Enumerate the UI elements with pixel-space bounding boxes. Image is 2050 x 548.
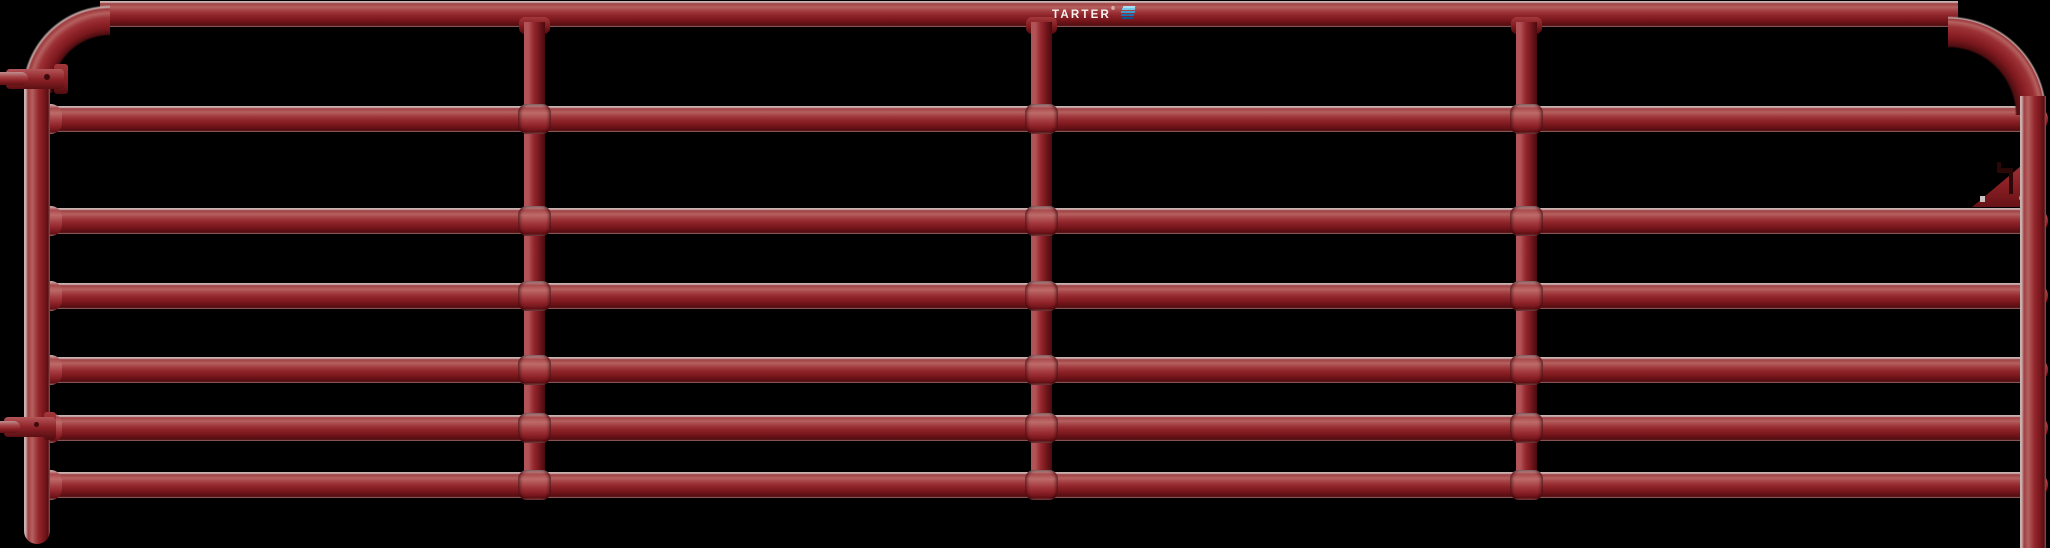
brace-saddle — [518, 470, 551, 500]
top-hinge-pin — [0, 72, 28, 85]
brace-saddle — [1025, 413, 1058, 443]
brand-text: TARTER® — [1052, 6, 1116, 21]
brace-saddle — [1025, 470, 1058, 500]
top-hinge-bolt — [44, 74, 50, 80]
brace-saddle — [518, 413, 551, 443]
brace-saddle — [1510, 470, 1543, 500]
brace-saddle — [1025, 206, 1058, 236]
brand-logo: TARTER® — [1052, 3, 1138, 21]
brace-saddle — [1025, 281, 1058, 311]
left-upright-tube — [24, 78, 50, 544]
brace-saddle — [518, 206, 551, 236]
brace-saddle — [1510, 206, 1543, 236]
bottom-hinge-pin — [0, 421, 20, 433]
latch-rivet — [1980, 196, 1985, 202]
registered-mark-symbol: ® — [1110, 6, 1116, 12]
brace-saddle — [518, 355, 551, 385]
brace-saddle — [518, 281, 551, 311]
brace-saddle — [1025, 355, 1058, 385]
brace-saddle — [1510, 355, 1543, 385]
latch-hook-slot — [1997, 162, 2013, 194]
brace-saddle — [1510, 281, 1543, 311]
tarter-flag-icon — [1120, 5, 1138, 20]
brace-saddle — [1510, 413, 1543, 443]
brace-saddle — [518, 104, 551, 134]
right-upright-tube — [2020, 96, 2046, 548]
bottom-hinge-bolt — [34, 422, 39, 427]
brace-saddle — [1510, 104, 1543, 134]
brace-saddle — [1025, 104, 1058, 134]
